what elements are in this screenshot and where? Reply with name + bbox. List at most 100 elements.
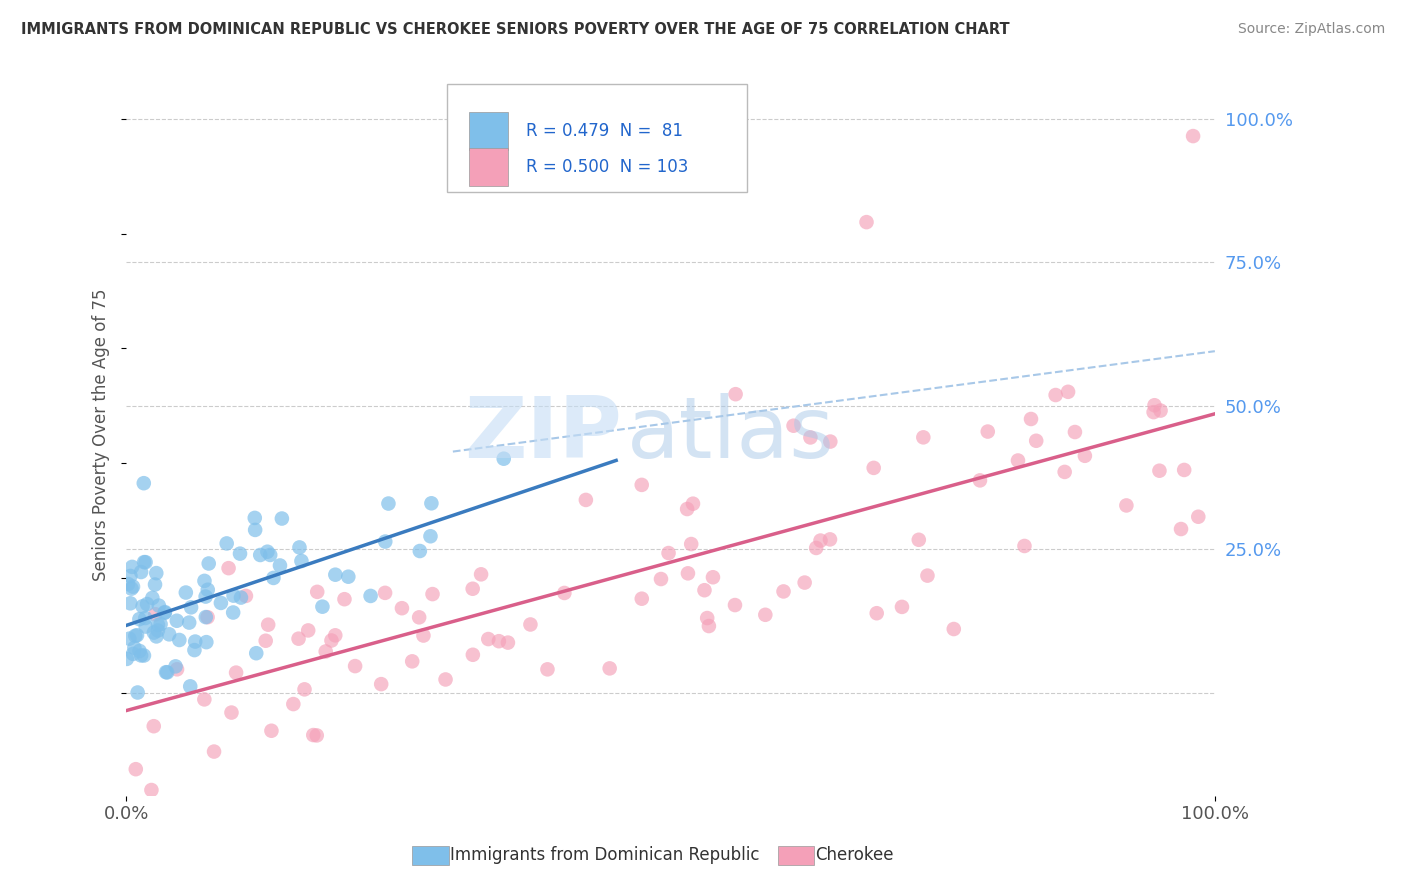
Point — [804, 541, 827, 555]
Point — [297, 624, 319, 638]
Text: ZIP: ZIP — [464, 392, 621, 475]
Point — [193, 574, 215, 588]
Point — [344, 659, 367, 673]
Point — [942, 622, 965, 636]
Point — [259, 548, 281, 562]
Text: IMMIGRANTS FROM DOMINICAN REPUBLIC VS CHEROKEE SENIORS POVERTY OVER THE AGE OF 7: IMMIGRANTS FROM DOMINICAN REPUBLIC VS CH… — [21, 22, 1010, 37]
Point — [183, 643, 205, 657]
Point — [229, 591, 252, 605]
Point — [1173, 463, 1195, 477]
Point — [315, 644, 337, 658]
Point — [121, 560, 143, 574]
Point — [477, 632, 499, 646]
Point — [1182, 129, 1205, 144]
Point — [1053, 465, 1076, 479]
Point — [222, 606, 245, 620]
Point — [907, 533, 929, 547]
Point — [283, 697, 305, 711]
Point — [122, 647, 145, 661]
Point — [305, 728, 328, 742]
Text: atlas: atlas — [627, 392, 835, 475]
Point — [145, 607, 167, 622]
Point — [243, 523, 266, 537]
Point — [202, 745, 225, 759]
Point — [575, 492, 598, 507]
Text: R = 0.479  N =  81: R = 0.479 N = 81 — [526, 122, 683, 140]
Point — [1019, 412, 1042, 426]
Point — [820, 434, 842, 449]
Point — [302, 728, 325, 742]
Point — [127, 685, 149, 699]
Point — [128, 644, 150, 658]
Point — [681, 537, 703, 551]
Point — [132, 648, 155, 663]
Point — [157, 627, 180, 641]
Point — [146, 617, 169, 632]
Point — [254, 633, 277, 648]
Point — [1074, 449, 1097, 463]
Point — [496, 635, 519, 649]
Point — [408, 610, 430, 624]
Point — [1187, 509, 1209, 524]
Point — [492, 451, 515, 466]
Point — [799, 430, 821, 444]
Point — [818, 533, 841, 547]
Point — [360, 589, 382, 603]
Point — [374, 534, 396, 549]
Point — [194, 610, 217, 624]
Point — [174, 585, 197, 599]
Point — [676, 566, 699, 581]
FancyBboxPatch shape — [470, 112, 509, 150]
Point — [135, 619, 157, 633]
Point — [793, 575, 815, 590]
FancyBboxPatch shape — [447, 84, 747, 193]
Point — [288, 541, 311, 555]
Point — [311, 599, 333, 614]
Point — [1115, 499, 1137, 513]
Point — [148, 599, 170, 613]
Point — [599, 661, 621, 675]
Point — [121, 582, 143, 596]
Point — [287, 632, 309, 646]
Point — [772, 584, 794, 599]
Point — [245, 646, 267, 660]
Point — [377, 497, 399, 511]
Point — [243, 511, 266, 525]
Point — [221, 706, 243, 720]
Point — [132, 555, 155, 569]
Point — [693, 583, 716, 598]
Point — [682, 497, 704, 511]
FancyBboxPatch shape — [470, 148, 509, 186]
Point — [630, 478, 652, 492]
Point — [1007, 453, 1029, 467]
Point — [697, 619, 720, 633]
Point — [197, 582, 219, 597]
Point — [325, 567, 347, 582]
Point — [553, 586, 575, 600]
Point — [146, 624, 169, 638]
Point — [409, 544, 432, 558]
Point — [969, 474, 991, 488]
Point — [536, 662, 558, 676]
Point — [754, 607, 776, 622]
Text: Immigrants from Dominican Republic: Immigrants from Dominican Republic — [450, 847, 759, 864]
Point — [912, 430, 935, 444]
Point — [132, 476, 155, 491]
Point — [374, 586, 396, 600]
Point — [269, 558, 291, 573]
Point — [290, 554, 312, 568]
Point — [235, 589, 257, 603]
Point — [222, 589, 245, 603]
Point — [401, 654, 423, 668]
Point — [917, 568, 939, 582]
Point — [209, 596, 232, 610]
Point — [118, 632, 141, 646]
Point — [124, 640, 146, 655]
Point — [702, 570, 724, 584]
Point — [1170, 522, 1192, 536]
Point — [128, 612, 150, 626]
Point — [262, 571, 284, 585]
Point — [120, 569, 142, 583]
Point — [321, 633, 343, 648]
Point — [370, 677, 392, 691]
